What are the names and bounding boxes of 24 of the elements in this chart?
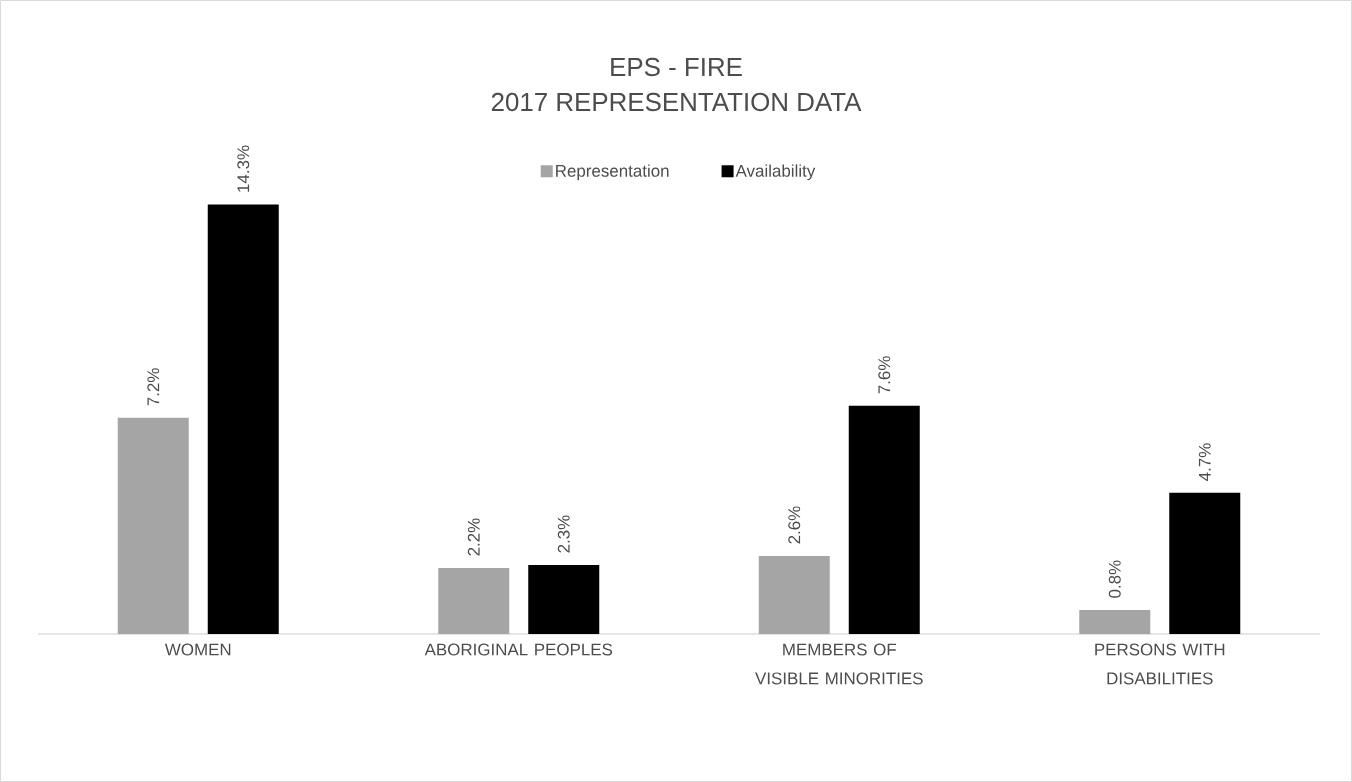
- data-label: 2.3%: [557, 515, 570, 553]
- x-tick-label: WOMEN: [164, 643, 231, 656]
- x-tick-label: ABORIGINAL PEOPLES: [424, 643, 613, 656]
- bar: [1169, 492, 1241, 634]
- data-label: 2.2%: [467, 518, 480, 556]
- legend-label: Availability: [735, 164, 816, 181]
- bar: [117, 417, 189, 634]
- legend-label: Representation: [556, 164, 669, 181]
- x-tick-label: MEMBERS OF VISIBLE MINORITIES: [755, 643, 923, 685]
- data-label: 7.6%: [878, 356, 891, 394]
- chart-title: EPS - FIRE: [611, 57, 742, 77]
- bar: [848, 405, 920, 634]
- data-label: 14.3%: [237, 145, 250, 192]
- data-label: 4.7%: [1198, 443, 1211, 481]
- x-tick-label: PERSONS WITH DISABILITIES: [1095, 643, 1225, 685]
- bar: [758, 555, 830, 634]
- bar: [528, 564, 600, 634]
- bar: [438, 567, 510, 634]
- bar: [207, 204, 279, 634]
- chart-subtitle: 2017 REPRESENTATION DATA: [491, 92, 862, 112]
- data-label: 7.2%: [147, 368, 160, 406]
- bar: [1079, 609, 1151, 634]
- data-label: 0.8%: [1108, 560, 1121, 598]
- data-label: 2.6%: [788, 506, 801, 544]
